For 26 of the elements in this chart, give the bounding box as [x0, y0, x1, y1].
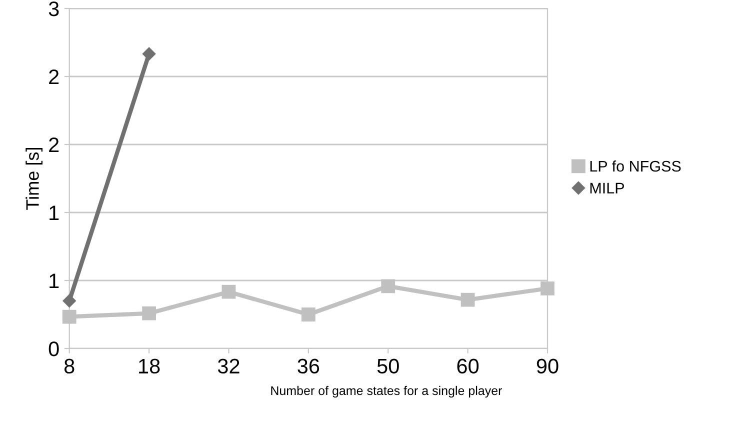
- y-tick-label: 0: [48, 342, 59, 356]
- legend-label: LP fo NFGSS: [590, 160, 681, 172]
- point: [301, 308, 316, 322]
- legend-label: MILP: [590, 182, 624, 194]
- x-tick-label: 32: [218, 358, 240, 374]
- x-tick-label: 50: [377, 358, 399, 374]
- point: [142, 306, 156, 320]
- x-tick-label: 90: [536, 358, 558, 374]
- y-tick-label: 2: [49, 138, 59, 152]
- y-tick-label: 2: [49, 70, 59, 84]
- x-tick-label: 60: [457, 358, 479, 374]
- x-tick-label: 8: [64, 358, 74, 374]
- x-tick-label: 18: [139, 358, 160, 374]
- x-tick-label: 36: [298, 358, 320, 374]
- point: [540, 281, 554, 296]
- y-axis-title: Time [s]: [26, 148, 42, 210]
- point: [460, 292, 475, 307]
- point: [142, 47, 156, 60]
- point: [381, 279, 396, 294]
- y-tick-label: 1: [50, 206, 59, 220]
- point: [62, 310, 76, 324]
- x-axis-title: Number of game states for a single player: [271, 386, 502, 398]
- y-tick-label: 1: [50, 274, 59, 288]
- y-tick-label: 3: [48, 2, 59, 16]
- point: [62, 294, 76, 308]
- point: [222, 284, 236, 299]
